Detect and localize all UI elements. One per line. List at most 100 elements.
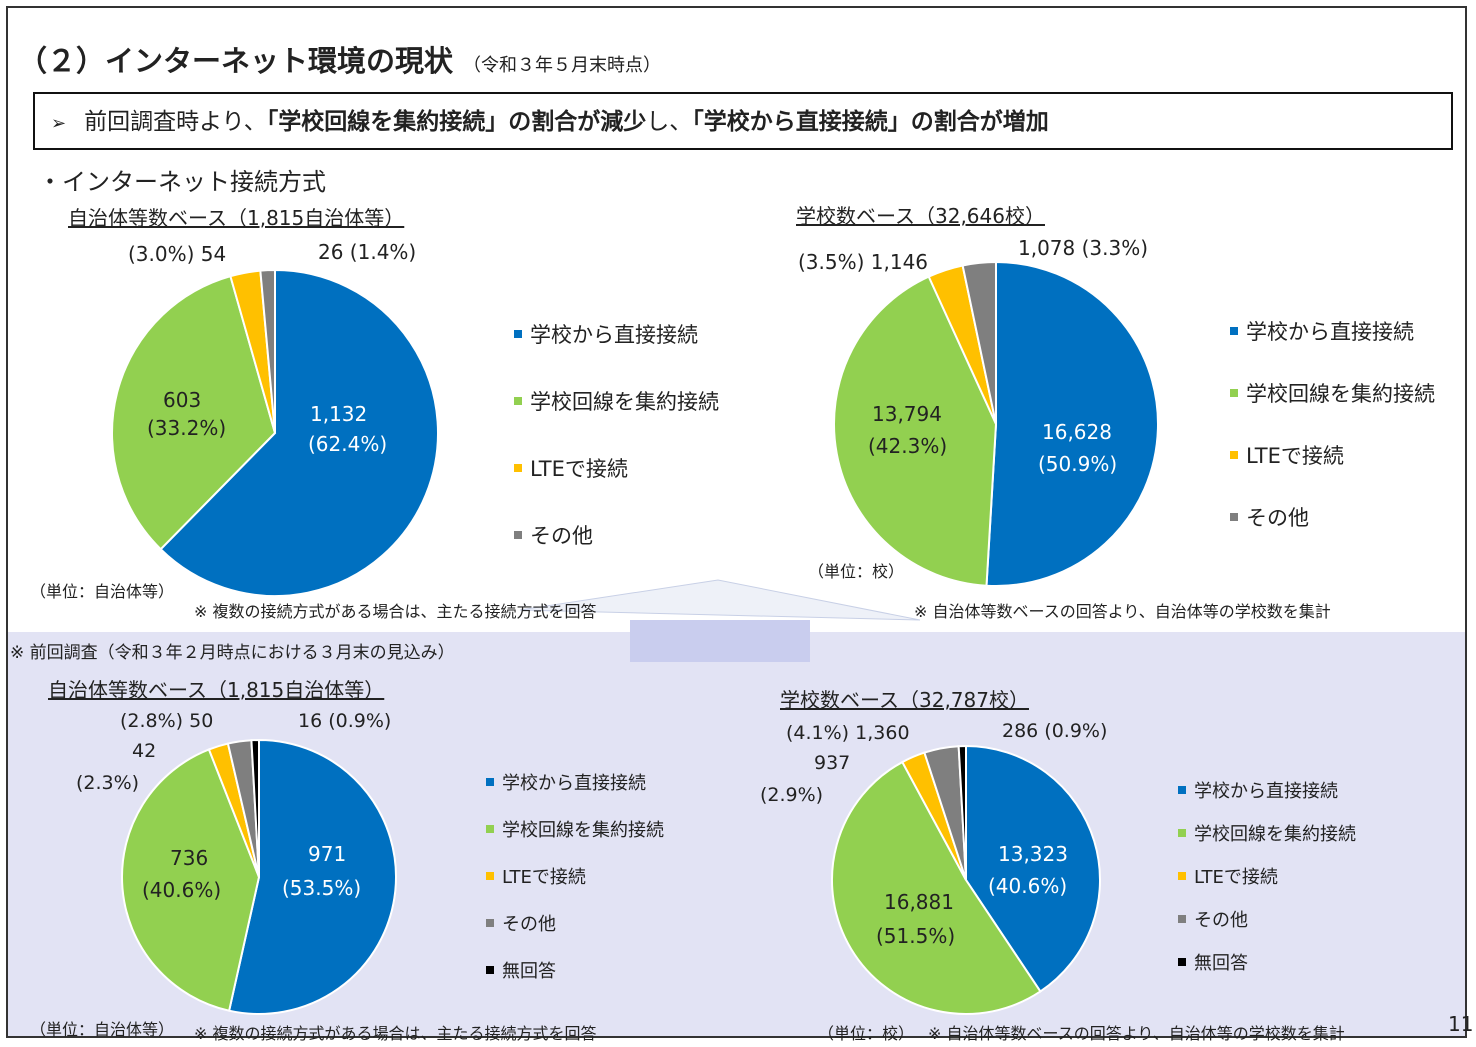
pie-slice-4 <box>259 268 276 434</box>
legend-swatch <box>1178 914 1186 923</box>
current-school-pie <box>833 260 1159 587</box>
legend-swatch <box>1178 871 1186 880</box>
pie-slice-2 <box>833 275 998 587</box>
legend-swatch <box>514 530 522 539</box>
summary-part3: し、 <box>646 109 693 135</box>
prev-muni-lte-value: 42 <box>132 740 157 762</box>
current-school-unit: （単位：校） <box>808 562 905 581</box>
legend-label: 学校回線を集約接続 <box>1194 823 1356 845</box>
legend-label: その他 <box>502 913 556 935</box>
slide-frame <box>6 6 1467 1038</box>
heading-text: （２）インターネット環境の現状 <box>18 44 454 78</box>
summary-part4: 「学校から直接接続」の割合が増加 <box>692 109 1049 135</box>
current-school-other-label: 1,078 (3.3%) <box>1018 236 1149 260</box>
page-number: 11 <box>1448 1012 1474 1036</box>
legend-item: その他 <box>486 899 664 946</box>
prev-school-title: 学校数ベース（32,787校） <box>780 688 1029 712</box>
prev-school-aggregate-value: 16,881 <box>884 890 954 914</box>
pie-slice-1 <box>985 260 1159 587</box>
pie-slice-1 <box>227 738 397 1015</box>
current-muni-other-label: 26 (1.4%) <box>318 240 417 264</box>
current-school-title: 学校数ベース（32,646校） <box>796 204 1045 228</box>
legend-label: 学校から直接接続 <box>1246 320 1414 344</box>
legend-label: LTEで接続 <box>530 456 628 481</box>
heading-date: （令和３年５月末時点） <box>463 55 662 76</box>
prev-school-direct-value: 13,323 <box>998 842 1068 866</box>
legend-label: 学校回線を集約接続 <box>530 389 719 414</box>
legend-swatch <box>486 918 494 927</box>
current-muni-direct-value: 1,132 <box>310 402 368 426</box>
page-heading: （２）インターネット環境の現状 （令和３年５月末時点） <box>18 38 661 80</box>
prev-school-legend: 学校から直接接続 学校回線を集約接続 LTEで接続 その他 無回答 <box>1178 768 1356 983</box>
previous-survey-note: ※ 前回調査（令和３年２月時点における３月末の見込み） <box>10 643 455 663</box>
legend-swatch <box>1178 957 1186 966</box>
legend-item: LTEで接続 <box>1230 424 1435 486</box>
prev-school-unit: （単位：校） <box>818 1024 915 1043</box>
prev-muni-note: ※ 複数の接続方式がある場合は、主たる接続方式を回答 <box>194 1024 597 1043</box>
legend-item: その他 <box>1230 486 1435 548</box>
summary-box: ➢ 前回調査時より、「学校回線を集約接続」の割合が減少し、「学校から直接接続」の割… <box>33 92 1453 150</box>
current-muni-direct-pct: (62.4%) <box>308 432 388 456</box>
pie-slice-2 <box>121 748 261 1012</box>
legend-swatch <box>486 824 494 833</box>
legend-item: 学校から直接接続 <box>1230 300 1435 362</box>
legend-item: 無回答 <box>1178 940 1356 983</box>
arrow-bullet-icon: ➢ <box>51 113 67 134</box>
prev-school-lte-value: 937 <box>814 752 851 774</box>
legend-label: 学校回線を集約接続 <box>1246 382 1435 406</box>
prev-muni-noanswer-label: 16 (0.9%) <box>298 710 392 732</box>
legend-swatch <box>486 777 494 786</box>
prev-muni-title: 自治体等数ベース（1,815自治体等） <box>48 678 385 702</box>
legend-item: 学校回線を集約接続 <box>486 805 664 852</box>
prev-muni-legend: 学校から直接接続 学校回線を集約接続 LTEで接続 その他 無回答 <box>486 758 664 993</box>
legend-item: 無回答 <box>486 946 664 993</box>
legend-label: 無回答 <box>1194 952 1248 974</box>
legend-label: LTEで接続 <box>502 866 586 888</box>
legend-label: LTEで接続 <box>1246 444 1344 468</box>
pie-slice-1 <box>159 268 439 597</box>
prev-school-direct-pct: (40.6%) <box>988 874 1068 898</box>
legend-item: 学校から直接接続 <box>514 300 719 367</box>
legend-label: その他 <box>530 523 593 548</box>
prev-school-pie <box>831 744 1101 1015</box>
current-muni-aggregate-pct: (33.2%) <box>147 416 227 440</box>
legend-swatch <box>1230 389 1238 397</box>
legend-item: 学校回線を集約接続 <box>514 367 719 434</box>
legend-label: 学校回線を集約接続 <box>502 819 664 841</box>
section-subhead: ・インターネット接続方式 <box>38 168 326 196</box>
legend-swatch <box>1230 327 1238 335</box>
current-school-lte-label: (3.5%) 1,146 <box>798 250 929 274</box>
current-school-direct-value: 16,628 <box>1042 420 1112 444</box>
legend-label: LTEで接続 <box>1194 866 1278 888</box>
prev-school-lte-pct: (2.9%) <box>760 784 824 806</box>
legend-swatch <box>1230 513 1238 521</box>
legend-label: 学校から直接接続 <box>502 772 646 794</box>
prev-school-aggregate-pct: (51.5%) <box>876 924 956 948</box>
current-muni-note: ※ 複数の接続方式がある場合は、主たる接続方式を回答 <box>194 602 597 621</box>
pie-slice-4 <box>961 260 997 425</box>
current-school-aggregate-value: 13,794 <box>872 402 942 426</box>
legend-label: 学校から直接接続 <box>530 322 698 347</box>
current-school-aggregate-pct: (42.3%) <box>868 434 948 458</box>
legend-item: LTEで接続 <box>514 434 719 501</box>
legend-label: その他 <box>1246 506 1309 530</box>
current-school-direct-pct: (50.9%) <box>1038 452 1118 476</box>
legend-item: 学校回線を集約接続 <box>1230 362 1435 424</box>
legend-label: 無回答 <box>502 960 556 982</box>
current-muni-title: 自治体等数ベース（1,815自治体等） <box>68 206 405 230</box>
legend-item: LTEで接続 <box>486 852 664 899</box>
current-muni-pie <box>111 268 439 597</box>
legend-swatch <box>1230 451 1238 459</box>
legend-swatch <box>486 965 494 974</box>
prev-muni-unit: （単位：自治体等） <box>30 1020 175 1039</box>
current-school-legend: 学校から直接接続 学校回線を集約接続 LTEで接続 その他 <box>1230 300 1435 548</box>
prev-muni-direct-value: 971 <box>308 842 347 866</box>
legend-label: その他 <box>1194 909 1248 931</box>
legend-swatch <box>514 463 522 472</box>
legend-swatch <box>514 329 522 338</box>
pie-slice-5 <box>957 744 967 881</box>
legend-item: 学校から直接接続 <box>486 758 664 805</box>
legend-item: その他 <box>1178 897 1356 940</box>
prev-school-note: ※ 自治体等数ベースの回答より、自治体等の学校数を集計 <box>928 1024 1345 1043</box>
